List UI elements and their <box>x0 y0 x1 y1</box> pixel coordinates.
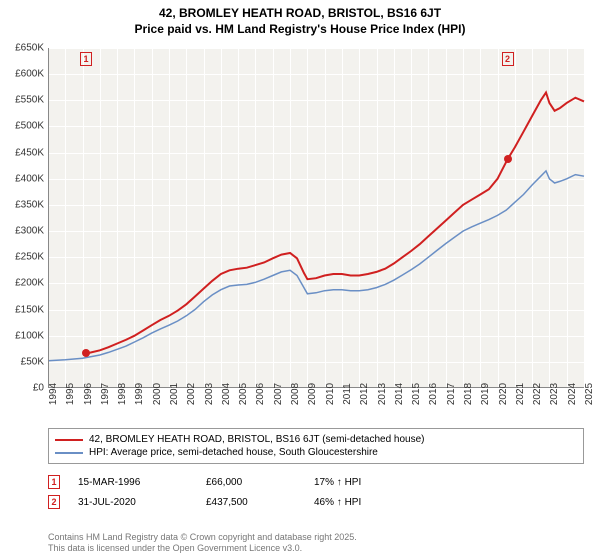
x-axis-tick-label: 2015 <box>411 383 422 405</box>
x-axis-tick-label: 2024 <box>567 383 578 405</box>
x-axis-tick-label: 2004 <box>221 383 232 405</box>
x-axis-tick-label: 2005 <box>238 383 249 405</box>
chart-title-subtitle: Price paid vs. HM Land Registry's House … <box>0 22 600 36</box>
marker-dot <box>82 349 90 357</box>
legend-label: HPI: Average price, semi-detached house,… <box>89 447 378 458</box>
y-axis-tick-label: £150K <box>4 304 44 315</box>
x-axis-tick-label: 2016 <box>428 383 439 405</box>
gridline-vertical <box>584 48 585 388</box>
x-axis-tick-label: 2021 <box>515 383 526 405</box>
legend-swatch <box>55 439 83 441</box>
marker-dot <box>504 155 512 163</box>
x-axis-tick-label: 1999 <box>134 383 145 405</box>
footnote-pct: 17% ↑ HPI <box>314 477 361 488</box>
series-line-property <box>86 93 584 354</box>
x-axis-tick-label: 1994 <box>48 383 59 405</box>
x-axis-tick-label: 2022 <box>532 383 543 405</box>
chart-lines <box>48 48 584 388</box>
y-axis-tick-label: £350K <box>4 199 44 210</box>
y-axis-tick-label: £200K <box>4 278 44 289</box>
legend-swatch <box>55 452 83 454</box>
x-axis-tick-label: 2018 <box>463 383 474 405</box>
footnote-marker: 2 <box>48 495 60 509</box>
x-axis-tick-label: 2006 <box>255 383 266 405</box>
x-axis-tick-label: 2010 <box>325 383 336 405</box>
y-axis-tick-label: £50K <box>4 356 44 367</box>
series-line-hpi <box>48 171 584 361</box>
legend-item: HPI: Average price, semi-detached house,… <box>55 446 577 459</box>
footnote-row: 2 31-JUL-2020 £437,500 46% ↑ HPI <box>48 492 584 512</box>
y-axis-tick-label: £300K <box>4 226 44 237</box>
marker-label-box: 2 <box>502 52 514 66</box>
x-axis-tick-label: 2011 <box>342 383 353 405</box>
y-axis-tick-label: £550K <box>4 95 44 106</box>
x-axis-tick-label: 2007 <box>273 383 284 405</box>
legend-label: 42, BROMLEY HEATH ROAD, BRISTOL, BS16 6J… <box>89 434 425 445</box>
y-axis-tick-label: £450K <box>4 147 44 158</box>
x-axis-tick-label: 1997 <box>100 383 111 405</box>
x-axis-tick-label: 2025 <box>584 383 595 405</box>
footnote-price: £437,500 <box>206 497 296 508</box>
y-axis-tick-label: £0 <box>4 383 44 394</box>
x-axis-tick-label: 2003 <box>204 383 215 405</box>
y-axis-tick-label: £500K <box>4 121 44 132</box>
chart-plot-area: 12 £0£50K£100K£150K£200K£250K£300K£350K£… <box>48 48 584 388</box>
marker-label-box: 1 <box>80 52 92 66</box>
x-axis-tick-label: 2008 <box>290 383 301 405</box>
x-axis-tick-label: 2023 <box>549 383 560 405</box>
footnote-date: 15-MAR-1996 <box>78 477 188 488</box>
chart-title-address: 42, BROMLEY HEATH ROAD, BRISTOL, BS16 6J… <box>0 6 600 20</box>
x-axis-tick-label: 2000 <box>152 383 163 405</box>
x-axis-tick-label: 2019 <box>480 383 491 405</box>
x-axis-tick-label: 1998 <box>117 383 128 405</box>
footnotes: 1 15-MAR-1996 £66,000 17% ↑ HPI 2 31-JUL-2020… <box>48 472 584 512</box>
x-axis-tick-label: 2013 <box>377 383 388 405</box>
x-axis-tick-label: 2001 <box>169 383 180 405</box>
x-axis-tick-label: 2012 <box>359 383 370 405</box>
footnote-date: 31-JUL-2020 <box>78 497 188 508</box>
footnote-pct: 46% ↑ HPI <box>314 497 361 508</box>
footnote-row: 1 15-MAR-1996 £66,000 17% ↑ HPI <box>48 472 584 492</box>
y-axis-tick-label: £400K <box>4 173 44 184</box>
x-axis-tick-label: 2002 <box>186 383 197 405</box>
x-axis-tick-label: 1996 <box>83 383 94 405</box>
x-axis-tick-label: 2020 <box>498 383 509 405</box>
legend: 42, BROMLEY HEATH ROAD, BRISTOL, BS16 6J… <box>48 428 584 464</box>
x-axis-tick-label: 2017 <box>446 383 457 405</box>
x-axis-tick-label: 2009 <box>307 383 318 405</box>
y-axis-tick-label: £600K <box>4 69 44 80</box>
x-axis-tick-label: 2014 <box>394 383 405 405</box>
legend-item: 42, BROMLEY HEATH ROAD, BRISTOL, BS16 6J… <box>55 433 577 446</box>
attribution-text: Contains HM Land Registry data © Crown c… <box>48 532 584 555</box>
x-axis-tick-label: 1995 <box>65 383 76 405</box>
y-axis-tick-label: £100K <box>4 330 44 341</box>
footnote-marker: 1 <box>48 475 60 489</box>
y-axis-tick-label: £650K <box>4 43 44 54</box>
footnote-price: £66,000 <box>206 477 296 488</box>
y-axis-tick-label: £250K <box>4 252 44 263</box>
